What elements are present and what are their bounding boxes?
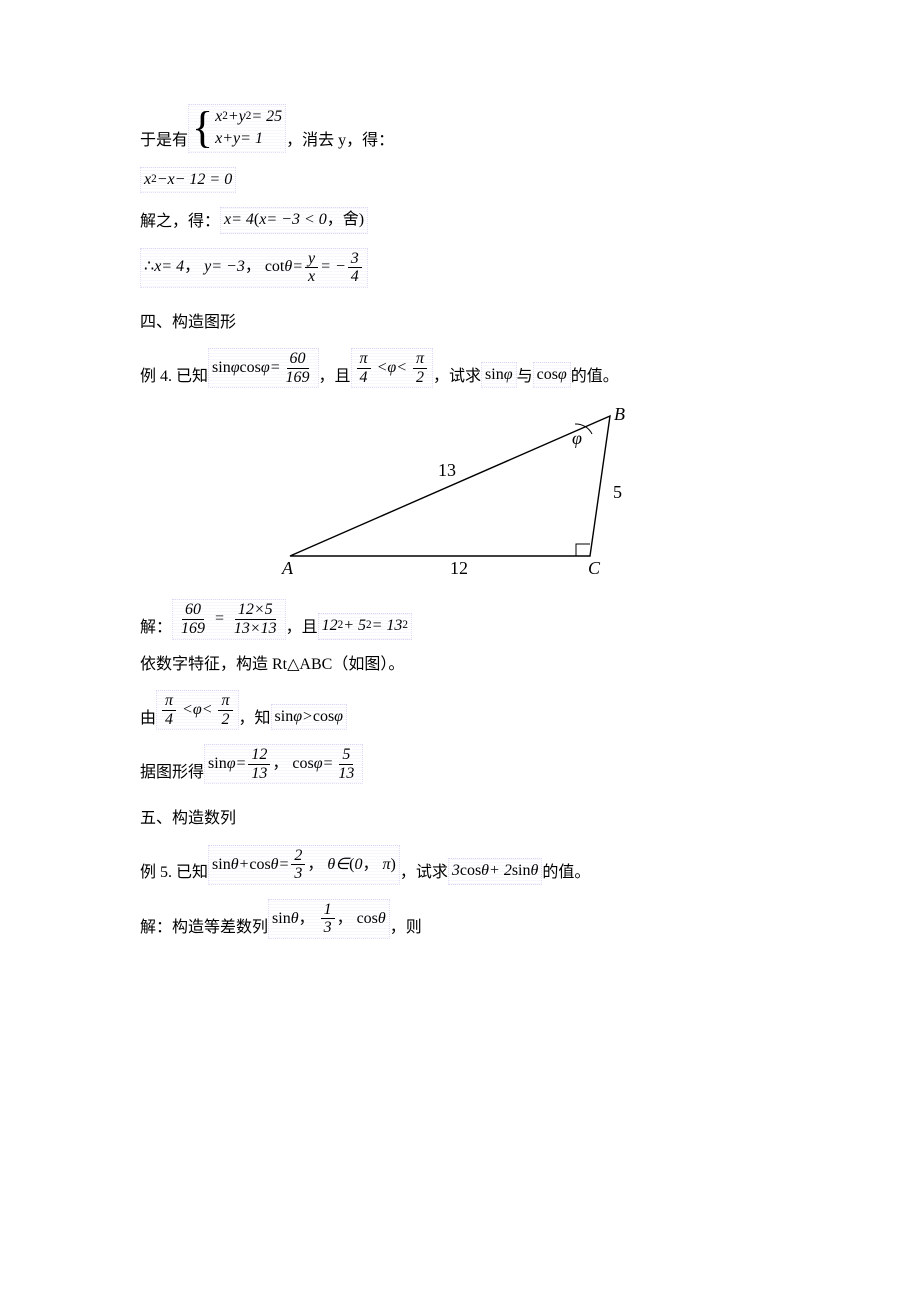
text: ，知 <box>239 708 271 730</box>
text: ，则 <box>390 917 422 939</box>
range: π4 < φ < π2 <box>156 690 238 730</box>
range: π4 < φ < π2 <box>351 348 433 388</box>
example-4: 例 4. 已知 sin φ cos φ = 60169 ，且 π4 < φ < … <box>140 348 780 388</box>
document-page: 于是有 { x2 + y2 = 25 x + y = 1 ，消去 y，得： x2… <box>0 0 920 1043</box>
text: 例 4. 已知 <box>140 366 208 388</box>
text: ，消去 y，得： <box>286 130 394 152</box>
cosphi: cos φ <box>533 362 571 388</box>
text: 于是有 <box>140 130 188 152</box>
eq: 60169 = 12×513×13 <box>172 599 286 639</box>
text: 解： <box>140 617 172 639</box>
eq: sin φ cos φ = 60169 <box>208 348 319 388</box>
eq: x2 − x − 12 = 0 <box>140 167 236 193</box>
side-hyp: 13 <box>438 460 456 480</box>
vertex-c: C <box>588 558 601 578</box>
text: 的值。 <box>542 862 590 884</box>
line-result: ∴ x = 4， y = −3， cot θ = yx = − 34 <box>140 248 780 288</box>
section-heading-5: 五、构造数列 <box>140 808 780 830</box>
text: 由 <box>140 708 156 730</box>
text: ，且 <box>319 366 351 388</box>
text: 据图形得 <box>140 762 204 784</box>
sol4-c: 由 π4 < φ < π2 ，知 sin φ > cos φ <box>140 690 780 730</box>
sol4-d: 据图形得 sin φ = 1213 ， cos φ = 513 <box>140 744 780 784</box>
text: 依数字特征，构造 Rt△ABC（如图）。 <box>140 654 404 676</box>
triangle-figure: A B C φ 13 5 12 <box>140 406 780 581</box>
result: sin φ = 1213 ， cos φ = 513 <box>204 744 363 784</box>
text: 的值。 <box>571 366 619 388</box>
eq: sin θ + cos θ = 23 ， θ ∈ (0， π) <box>208 845 400 885</box>
heading: 五、构造数列 <box>140 808 236 830</box>
text: ，试求 <box>433 366 481 388</box>
text: 解之，得： <box>140 211 220 233</box>
sinphi: sin φ <box>481 362 517 388</box>
math-system: { x2 + y2 = 25 x + y = 1 <box>188 104 286 153</box>
side-adj: 12 <box>450 558 468 578</box>
eq: x + y = 1 <box>215 128 263 150</box>
text: 与 <box>517 366 533 388</box>
seq: sin θ， 13 ， cos θ <box>268 899 390 939</box>
heading: 四、构造图形 <box>140 312 236 334</box>
line-system: 于是有 { x2 + y2 = 25 x + y = 1 ，消去 y，得： <box>140 104 780 153</box>
vertex-b: B <box>614 406 625 424</box>
text: 解：构造等差数列 <box>140 917 268 939</box>
sol5: 解：构造等差数列 sin θ， 13 ， cos θ ，则 <box>140 899 780 939</box>
example-5: 例 5. 已知 sin θ + cos θ = 23 ， θ ∈ (0， π) … <box>140 845 780 885</box>
target: 3cos θ + 2 sin θ <box>448 858 543 884</box>
eq: ∴ x = 4， y = −3， cot θ = yx = − 34 <box>140 248 368 288</box>
eq: x2 + y2 = 25 <box>215 106 282 128</box>
pyth: 122 + 52 = 132 <box>318 613 412 639</box>
line-solve: 解之，得： x = 4 (x = −3 < 0，舍) <box>140 207 780 233</box>
ineq: sin φ > cos φ <box>271 704 348 730</box>
sol4-a: 解： 60169 = 12×513×13 ，且 122 + 52 = 132 <box>140 599 780 639</box>
line-quadratic: x2 − x − 12 = 0 <box>140 167 780 193</box>
text: ，且 <box>286 617 318 639</box>
sol4-b: 依数字特征，构造 Rt△ABC（如图）。 <box>140 654 780 676</box>
text: ，试求 <box>400 862 448 884</box>
eq: x = 4 (x = −3 < 0，舍) <box>220 207 368 233</box>
section-heading-4: 四、构造图形 <box>140 312 780 334</box>
angle-phi: φ <box>572 428 582 448</box>
side-opp: 5 <box>613 482 622 502</box>
vertex-a: A <box>281 558 294 578</box>
text: 例 5. 已知 <box>140 862 208 884</box>
triangle-svg: A B C φ 13 5 12 <box>270 406 650 581</box>
